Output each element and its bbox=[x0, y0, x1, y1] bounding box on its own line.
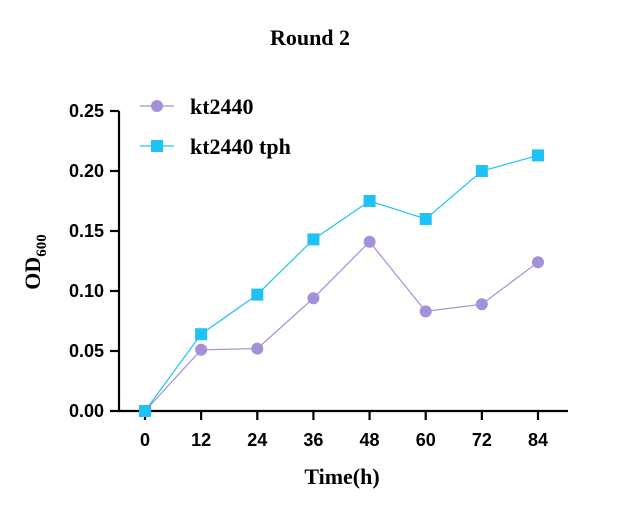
data-point-circle bbox=[363, 235, 376, 248]
data-point-circle bbox=[251, 342, 264, 355]
x-tick-label: 0 bbox=[140, 430, 150, 450]
legend-item: kt2440 bbox=[140, 94, 254, 119]
legend-label: kt2440 bbox=[190, 94, 254, 119]
y-tick-label: 0.20 bbox=[69, 161, 104, 181]
data-point-circle bbox=[532, 256, 544, 269]
x-tick-label: 72 bbox=[472, 430, 492, 450]
y-axis-label-main: OD bbox=[20, 257, 45, 290]
data-point-square bbox=[475, 165, 488, 177]
x-tick-label: 36 bbox=[303, 430, 323, 450]
y-ticks: 0.00 0.05 0.10 0.15 0.20 0.25 bbox=[69, 101, 119, 421]
data-point-square bbox=[139, 405, 151, 417]
data-point-square bbox=[532, 149, 544, 162]
series-line bbox=[144, 154, 539, 412]
series-2 bbox=[139, 149, 544, 417]
y-tick-label: 0.15 bbox=[69, 221, 104, 241]
legend-marker-circle bbox=[151, 100, 163, 112]
x-tick-label: 84 bbox=[528, 430, 548, 450]
x-tick-label: 48 bbox=[360, 430, 380, 450]
y-tick-label: 0.10 bbox=[69, 281, 104, 301]
legend-item: kt2440 tph bbox=[140, 134, 291, 159]
data-point-square bbox=[307, 233, 320, 246]
data-point-circle bbox=[475, 298, 488, 311]
x-tick-label: 60 bbox=[416, 430, 436, 450]
chart-title: Round 2 bbox=[270, 25, 350, 50]
y-tick-label: 0.25 bbox=[69, 101, 104, 121]
y-axis-label-sub: 600 bbox=[34, 234, 50, 257]
series-layer bbox=[139, 149, 544, 417]
data-point-square bbox=[419, 213, 432, 225]
data-point-square bbox=[251, 288, 264, 301]
data-point-square bbox=[195, 328, 208, 341]
svg-text:OD600: OD600 bbox=[20, 234, 50, 290]
y-tick-label: 0.00 bbox=[69, 401, 104, 421]
legend-marker-square bbox=[151, 140, 163, 152]
data-point-circle bbox=[307, 292, 320, 305]
x-ticks: 0 12 24 36 48 60 72 84 bbox=[140, 411, 548, 450]
legend-label: kt2440 tph bbox=[190, 134, 291, 159]
series-1 bbox=[139, 235, 544, 417]
y-axis-label: OD600 bbox=[20, 234, 50, 290]
x-axis-label: Time(h) bbox=[304, 464, 379, 489]
x-tick-label: 24 bbox=[247, 430, 267, 450]
y-tick-label: 0.05 bbox=[69, 341, 104, 361]
data-point-circle bbox=[419, 305, 432, 318]
series-line bbox=[144, 240, 539, 412]
data-point-square bbox=[363, 195, 376, 207]
x-tick-label: 12 bbox=[191, 430, 211, 450]
legend: kt2440 kt2440 tph bbox=[140, 94, 291, 159]
data-point-circle bbox=[195, 343, 208, 356]
